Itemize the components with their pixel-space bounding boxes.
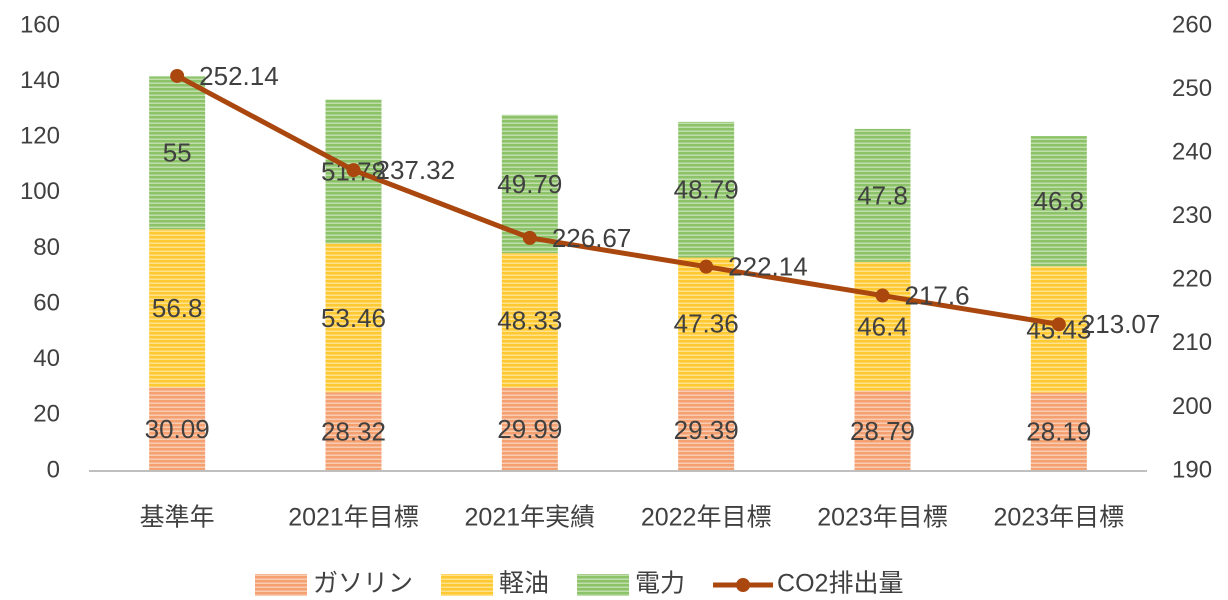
y2-tick-label: 190 [1172, 456, 1212, 483]
y-tick-label: 140 [20, 67, 60, 94]
bar-segment [1030, 392, 1087, 471]
y-tick-label: 120 [20, 123, 60, 150]
data-label: 48.79 [674, 175, 739, 205]
data-label: 48.33 [497, 305, 562, 335]
line-marker [1051, 317, 1066, 332]
line-marker [346, 163, 361, 178]
data-label: 55 [163, 138, 192, 168]
legend-label: 電力 [635, 570, 685, 598]
legend-swatch [577, 574, 630, 596]
y2-tick-label: 240 [1172, 138, 1212, 165]
legend-swatch [441, 574, 494, 596]
x-tick-label: 2022年目標 [641, 504, 772, 532]
data-label: 47.8 [857, 180, 908, 210]
y-tick-label: 160 [20, 11, 60, 38]
bar-segment [501, 387, 558, 471]
y-tick-label: 20 [33, 401, 60, 428]
bar-segment [678, 257, 735, 390]
data-label: 53.46 [321, 303, 386, 333]
data-label: 46.8 [1034, 186, 1085, 216]
bar-segment [149, 76, 206, 230]
line-marker [699, 259, 714, 274]
x-tick-label: 2023年目標 [994, 504, 1125, 532]
y-tick-label: 100 [20, 178, 60, 205]
y2-tick-label: 260 [1172, 11, 1212, 38]
bar-segment [678, 121, 735, 258]
y-tick-label: 40 [33, 345, 60, 372]
bar-segment [1030, 136, 1087, 267]
x-tick-label: 2023年目標 [817, 504, 948, 532]
data-label: 28.19 [1026, 417, 1091, 447]
data-label: 28.32 [321, 416, 386, 446]
bar-segment [854, 128, 911, 262]
line-marker [522, 230, 537, 245]
y2-tick-label: 230 [1172, 202, 1212, 229]
legend-label: 軽油 [499, 570, 549, 598]
y-tick-label: 0 [47, 456, 60, 483]
legend-swatch [255, 574, 307, 596]
y-tick-label: 60 [33, 289, 60, 316]
x-tick-label: 2021年目標 [288, 504, 419, 532]
legend-marker [736, 578, 751, 592]
x-tick-label: 基準年 [140, 504, 215, 532]
data-label: 217.6 [905, 280, 970, 310]
data-label: 29.39 [674, 415, 739, 445]
data-label: 28.79 [850, 416, 915, 446]
y2-tick-label: 250 [1172, 75, 1212, 102]
line-marker [170, 68, 185, 83]
legend-label: ガソリン [313, 570, 413, 598]
data-label: 252.14 [199, 61, 279, 91]
data-label: 30.09 [145, 414, 210, 444]
bar-segment [854, 390, 911, 471]
data-label: 46.4 [857, 311, 908, 341]
data-label: 49.79 [497, 169, 562, 199]
data-label: 226.67 [552, 223, 632, 253]
data-label: 222.14 [728, 252, 808, 282]
y2-tick-label: 220 [1172, 266, 1212, 293]
line-marker [875, 288, 890, 303]
data-label: 213.07 [1081, 309, 1161, 339]
y-tick-label: 80 [33, 234, 60, 261]
bar-segment [325, 392, 382, 471]
data-label: 237.32 [376, 155, 456, 185]
data-label: 47.36 [674, 308, 739, 338]
y2-tick-label: 200 [1172, 393, 1212, 420]
legend-label: CO2排出量 [777, 570, 903, 598]
bar-segment [149, 387, 206, 471]
data-label: 56.8 [152, 293, 203, 323]
x-tick-label: 2021年実績 [465, 504, 596, 532]
line [175, 73, 1060, 327]
data-label: 29.99 [497, 414, 562, 444]
bar-segment [325, 243, 382, 393]
bar-segment [678, 389, 735, 471]
bar-segment [149, 229, 206, 388]
bar-segment [501, 253, 558, 388]
bar-segment [854, 261, 911, 391]
y2-tick-label: 210 [1172, 329, 1212, 356]
